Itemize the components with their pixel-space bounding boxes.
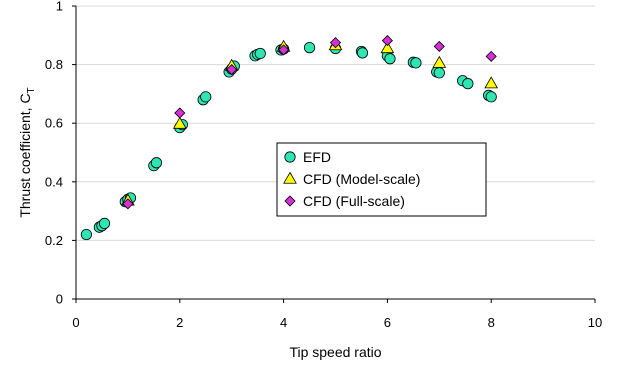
data-point-diamond-5 — [381, 35, 393, 47]
legend-label-diamond: CFD (Full-scale) — [303, 193, 405, 209]
y-tick-labels: 0 0.2 0.4 0.6 0.8 1 — [45, 0, 76, 307]
x-tick-label-4: 8 — [488, 315, 495, 330]
legend-marker-circle — [284, 151, 296, 163]
y-tick-label-0: 0 — [56, 292, 63, 307]
y-tick-label-4: 0.8 — [45, 57, 63, 72]
data-point-circle-3 — [98, 217, 111, 230]
data-point-circle-0 — [80, 228, 92, 241]
y-axis-title-main: Thrust coefficient, C — [17, 93, 33, 217]
data-point-circle-18 — [254, 47, 266, 60]
data-point-circle-12 — [200, 91, 212, 103]
data-point-circle-34 — [485, 91, 497, 103]
data-point-circle-32 — [462, 78, 474, 90]
data-point-triangle-1 — [172, 116, 187, 129]
data-point-circle-8 — [150, 157, 163, 169]
legend-marker-diamond — [284, 195, 296, 207]
legend-items: EFD CFD (Model-scale) CFD (Full-scale) — [283, 149, 420, 209]
y-tick-label-2: 0.4 — [45, 174, 63, 189]
y-axis-title: Thrust coefficient, CT — [17, 87, 37, 217]
x-tick-label-5: 10 — [588, 315, 602, 330]
data-point-triangle-5 — [380, 41, 395, 54]
y-tick-label-5: 1 — [56, 0, 63, 14]
data-point-diamond-3 — [278, 44, 290, 56]
legend-marker-triangle — [283, 171, 297, 184]
data-point-triangle-7 — [484, 76, 499, 89]
x-tick-label-2: 4 — [280, 315, 287, 330]
data-point-circle-30 — [433, 67, 445, 79]
x-tick-label-0: 0 — [72, 315, 79, 330]
data-point-diamond-0 — [122, 198, 134, 210]
legend: EFD CFD (Model-scale) CFD (Full-scale) — [276, 142, 487, 217]
axes — [75, 6, 595, 300]
data-point-diamond-1 — [174, 107, 186, 119]
x-tick-labels: 0 2 4 6 8 10 — [72, 299, 602, 330]
x-tick-label-1: 2 — [176, 315, 183, 330]
data-point-circle-26 — [384, 53, 396, 65]
data-point-diamond-6 — [433, 40, 445, 52]
x-axis-title: Tip speed ratio — [289, 344, 381, 360]
data-point-triangle-6 — [432, 55, 447, 68]
data-point-circle-21 — [303, 42, 316, 54]
y-tick-label-1: 0.2 — [45, 233, 63, 248]
data-point-diamond-7 — [485, 50, 497, 62]
data-point-circle-28 — [410, 57, 422, 69]
legend-label-circle: EFD — [303, 149, 331, 165]
series-diamond-points — [122, 35, 497, 210]
x-tick-label-3: 6 — [384, 315, 391, 330]
data-point-diamond-4 — [329, 37, 342, 49]
legend-box — [276, 142, 487, 217]
legend-label-triangle: CFD (Model-scale) — [303, 171, 420, 187]
data-point-circle-24 — [356, 47, 369, 59]
data-points — [80, 35, 499, 241]
y-axis-title-subscript: T — [26, 87, 37, 93]
data-point-diamond-2 — [226, 64, 238, 76]
y-tick-label-3: 0.6 — [45, 116, 63, 131]
